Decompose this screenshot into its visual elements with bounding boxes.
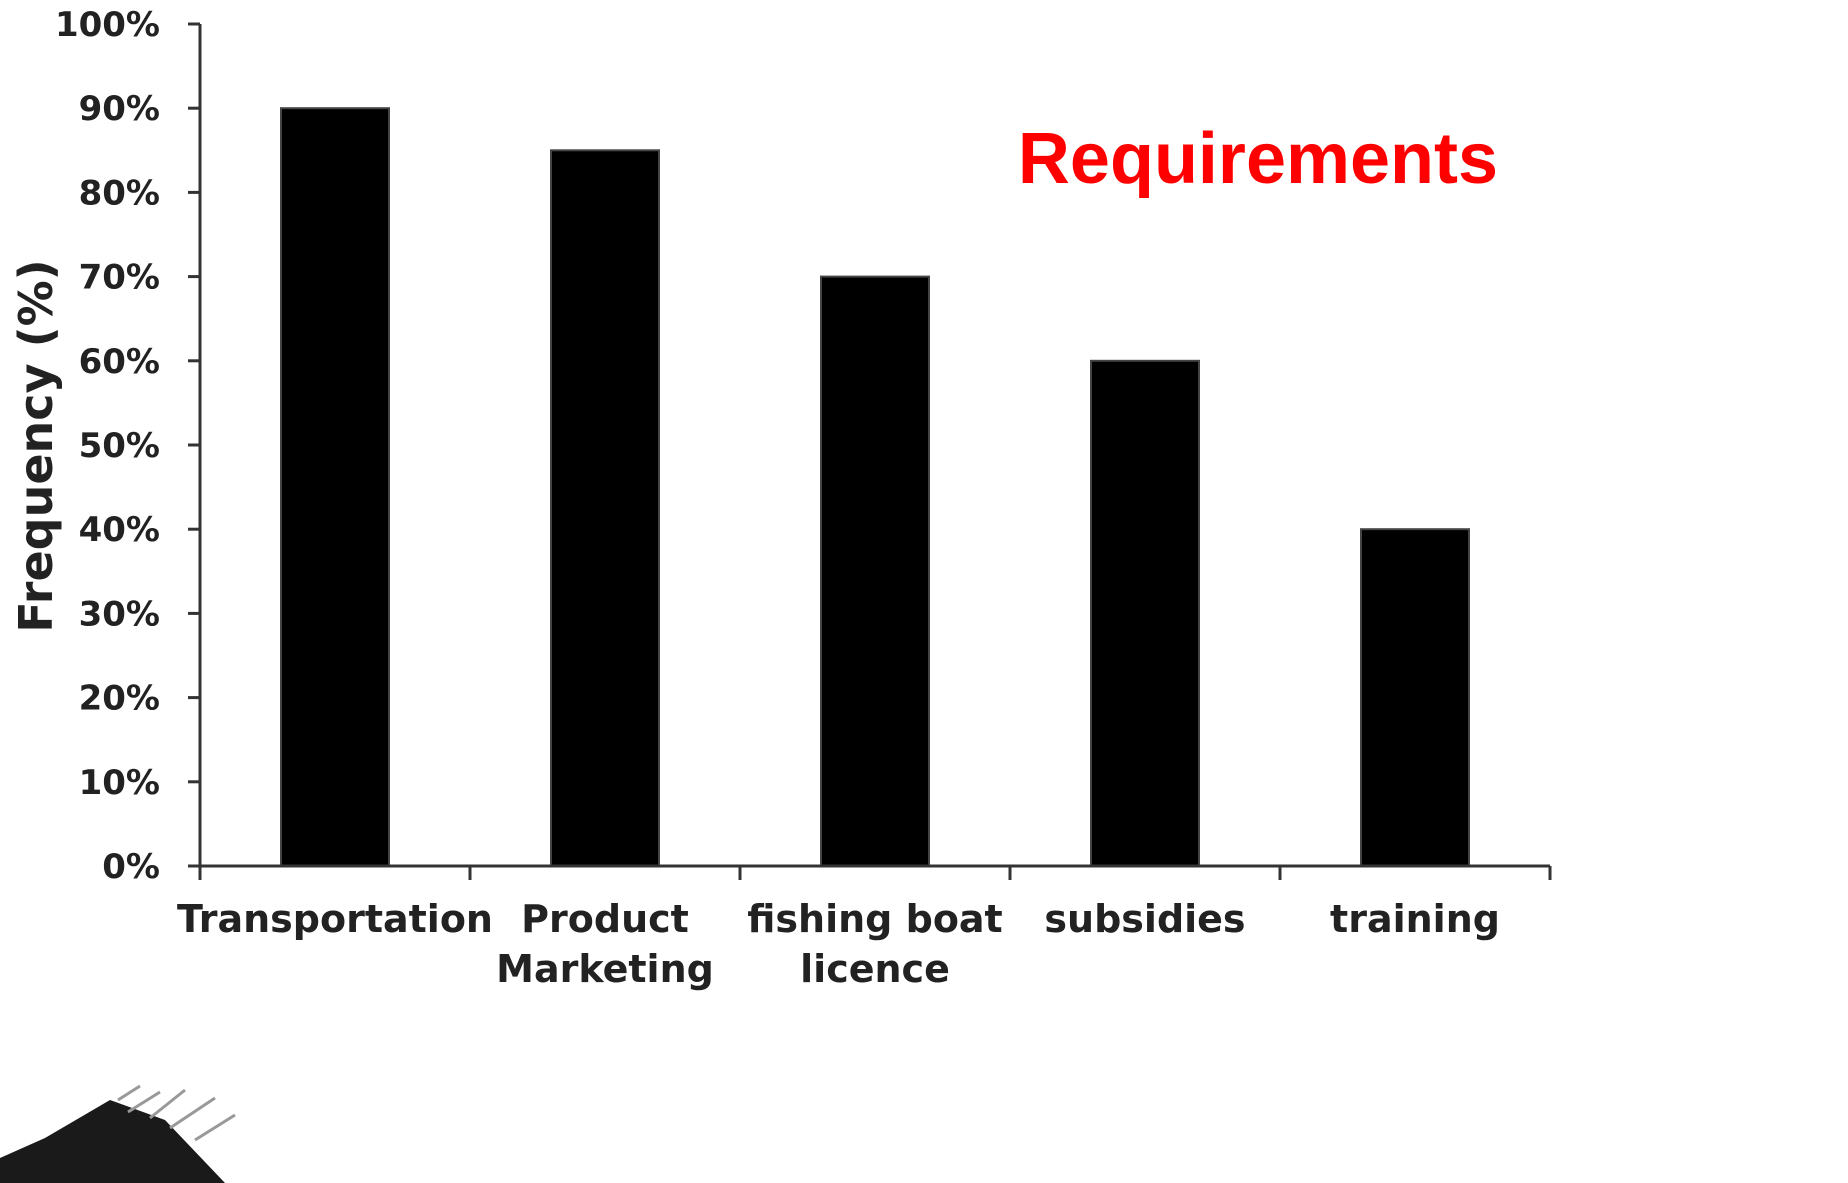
y-tick-label: 70% xyxy=(79,258,160,298)
bar xyxy=(280,107,390,867)
x-category-label: subsidies xyxy=(1044,897,1245,941)
y-axis-title: Frequency (%) xyxy=(9,259,63,632)
y-tick-label: 0% xyxy=(102,847,160,887)
y-tick-label: 50% xyxy=(79,426,160,466)
y-tick-label: 90% xyxy=(79,89,160,129)
bar xyxy=(550,149,660,868)
y-tick-label: 40% xyxy=(79,510,160,550)
x-category-label: Product xyxy=(521,897,689,941)
x-category-label: fishing boat xyxy=(747,897,1002,941)
x-axis-ticks xyxy=(198,866,1552,880)
x-category-label: training xyxy=(1330,897,1500,941)
y-axis-ticks: 0% 10% 20% 30% 40% 50% 60% 70% 80% 90% 100% xyxy=(55,5,200,887)
y-tick-label: 60% xyxy=(79,342,160,382)
x-category-label: Transportation xyxy=(177,897,493,941)
y-tick-label: 30% xyxy=(79,594,160,634)
y-tick-label: 20% xyxy=(79,679,160,719)
x-axis-category-labels: Transportation Product Marketing fishing bo… xyxy=(177,897,1500,991)
bars xyxy=(280,107,1470,868)
y-tick-label: 80% xyxy=(79,173,160,213)
bar xyxy=(1360,528,1470,867)
x-category-label: licence xyxy=(800,947,950,991)
y-tick-label: 100% xyxy=(55,5,160,45)
y-tick-label: 10% xyxy=(79,763,160,803)
x-category-label: Marketing xyxy=(496,947,714,991)
bar xyxy=(820,275,930,868)
corner-decoration xyxy=(0,1084,236,1183)
bar xyxy=(1090,359,1200,867)
chart-annotation: Requirements xyxy=(1018,119,1498,199)
